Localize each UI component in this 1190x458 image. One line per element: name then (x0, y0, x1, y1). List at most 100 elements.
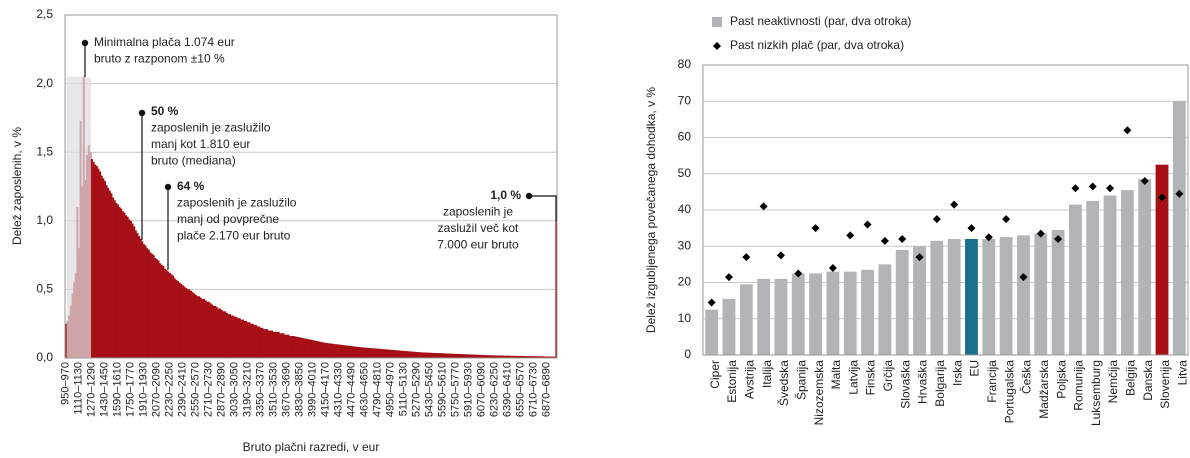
bar (492, 355, 495, 358)
bar (1086, 200, 1100, 355)
bar (203, 299, 205, 358)
bar (282, 333, 285, 358)
bar (493, 355, 496, 358)
bar (248, 322, 251, 358)
bar (428, 352, 431, 358)
x-tick-label: 6070–6090 (475, 362, 487, 417)
bar (271, 330, 274, 358)
bar (386, 349, 389, 358)
x-tick-label: Madžarska (1037, 360, 1051, 419)
annotation-text: manj od povprečne (177, 212, 279, 226)
bar (487, 355, 490, 358)
bar (103, 181, 106, 358)
bar (250, 323, 253, 358)
marker (707, 298, 716, 307)
bar (266, 329, 269, 358)
bar (251, 323, 254, 358)
bar (308, 339, 311, 358)
bar (550, 356, 553, 358)
marker (967, 224, 976, 233)
marker (1071, 184, 1080, 193)
bar (401, 350, 404, 358)
bar (500, 355, 503, 358)
bar (303, 338, 306, 358)
x-tick-label: Latvija (846, 360, 860, 395)
min-wage-band (66, 76, 91, 359)
bar (253, 325, 256, 358)
bar (183, 286, 186, 358)
marker (1036, 229, 1045, 238)
bar (464, 354, 467, 358)
annotation-text: manj kot 1.810 eur (151, 137, 250, 151)
bar (430, 352, 433, 358)
bar (181, 285, 184, 358)
bar (347, 345, 350, 358)
bar (141, 241, 144, 358)
bar (216, 307, 218, 358)
bar (207, 301, 210, 358)
bar (393, 350, 395, 358)
x-tick-label: 5910–5930 (462, 362, 474, 417)
bar (206, 301, 209, 358)
bar (722, 298, 736, 355)
bar (365, 347, 368, 358)
bar (154, 257, 157, 358)
bar (170, 274, 173, 358)
bar (133, 226, 136, 358)
bar (90, 159, 93, 358)
bar (440, 353, 443, 358)
bar (344, 345, 347, 358)
annotation-dot (164, 183, 172, 191)
bar (485, 355, 488, 358)
bar (739, 284, 753, 355)
bar (555, 220, 558, 358)
bar (229, 314, 231, 358)
bar (107, 187, 110, 358)
x-tick-label: Grčija (881, 360, 895, 392)
bar (185, 288, 188, 358)
bar (459, 354, 462, 358)
x-tick-label: Malta (829, 360, 843, 390)
marker (846, 231, 855, 240)
marker (828, 264, 837, 272)
bar (256, 326, 259, 358)
bar (295, 336, 298, 358)
bar (155, 259, 158, 358)
bar (264, 329, 267, 358)
x-tick-label: Italija (760, 360, 774, 388)
bar (397, 350, 400, 358)
bar (474, 354, 477, 358)
bar (204, 300, 207, 358)
y-axis-title: Delež zaposlenih, v % (10, 127, 24, 245)
annotation-dot (138, 109, 146, 117)
bar (125, 215, 128, 358)
x-tick-label: Nizozemska (812, 360, 826, 426)
bar (826, 271, 840, 355)
bar (263, 329, 266, 358)
bar (272, 331, 275, 358)
bar (1120, 190, 1134, 355)
bar (65, 323, 67, 358)
bar (399, 350, 402, 358)
bar (243, 320, 246, 358)
bar (930, 240, 944, 355)
y-tick-label: 50 (678, 166, 692, 180)
bar (146, 248, 149, 358)
x-tick-label: 2390–2410 (177, 362, 189, 417)
legend-label: Past neaktivnosti (par, dva otroka) (730, 14, 911, 28)
bar (238, 318, 241, 358)
bar (354, 346, 357, 358)
bar (194, 294, 197, 358)
bar (297, 337, 300, 358)
bar (371, 348, 374, 358)
bar (209, 303, 212, 358)
plot-frame (64, 14, 558, 359)
bar (245, 320, 248, 358)
bar (1034, 233, 1048, 355)
bar (362, 347, 365, 358)
bar (316, 341, 319, 358)
marker (984, 233, 993, 242)
bar (451, 353, 454, 358)
bar (191, 292, 194, 358)
